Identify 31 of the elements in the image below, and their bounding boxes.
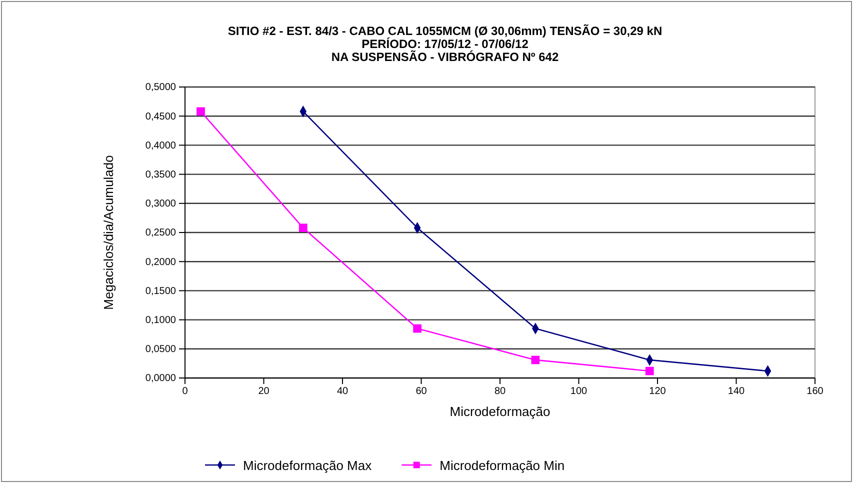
point [413,324,422,333]
point [196,107,205,116]
x-tick-label: 160 [806,386,824,398]
y-tick-label: 0,2500 [145,228,176,239]
y-axis-title: Megaciclos/dia/Acumulado [101,155,116,310]
point [298,224,308,232]
x-axis-title: Microdeformação [450,404,550,419]
y-tick-label: 0,2000 [145,256,176,268]
y-tick-label: 0,0500 [145,344,176,356]
point [531,356,540,364]
legend-label: Microdeformação Min [440,458,565,473]
y-tick-label: 0,4000 [145,140,176,152]
x-tick-label: 100 [570,386,588,398]
y-tick-label: 0,3000 [145,198,176,210]
chart-title: SITIO #2 - EST. 84/3 - CABO CAL 1055MCM (Ø 30,06mm) TENSÃO = 30,29 kN [228,24,662,38]
x-tick-label: 140 [728,386,746,398]
y-tick-label: 0,3500 [145,170,176,180]
y-tick-label: 0,0000 [145,373,176,384]
x-tick-label: 20 [258,386,270,398]
legend-label: Microdeformação Max [243,458,372,473]
x-tick-label: 40 [336,386,348,398]
x-tick-label: 60 [416,386,428,398]
y-tick-label: 0,4500 [145,111,176,122]
x-tick-label: 80 [494,386,506,398]
point [645,366,654,376]
y-tick-label: 0,1000 [145,315,176,326]
x-tick-label: 120 [649,386,666,398]
x-tick-label: 0 [182,386,188,398]
y-tick-label: 0,5000 [145,82,176,94]
y-tick-label: 0,1500 [145,286,176,297]
chart-subtitle: PERÍODO: 17/05/12 - 07/06/12 NA SUSPENSÃO - VIBRÓGRAFO Nº 642 [331,37,559,64]
